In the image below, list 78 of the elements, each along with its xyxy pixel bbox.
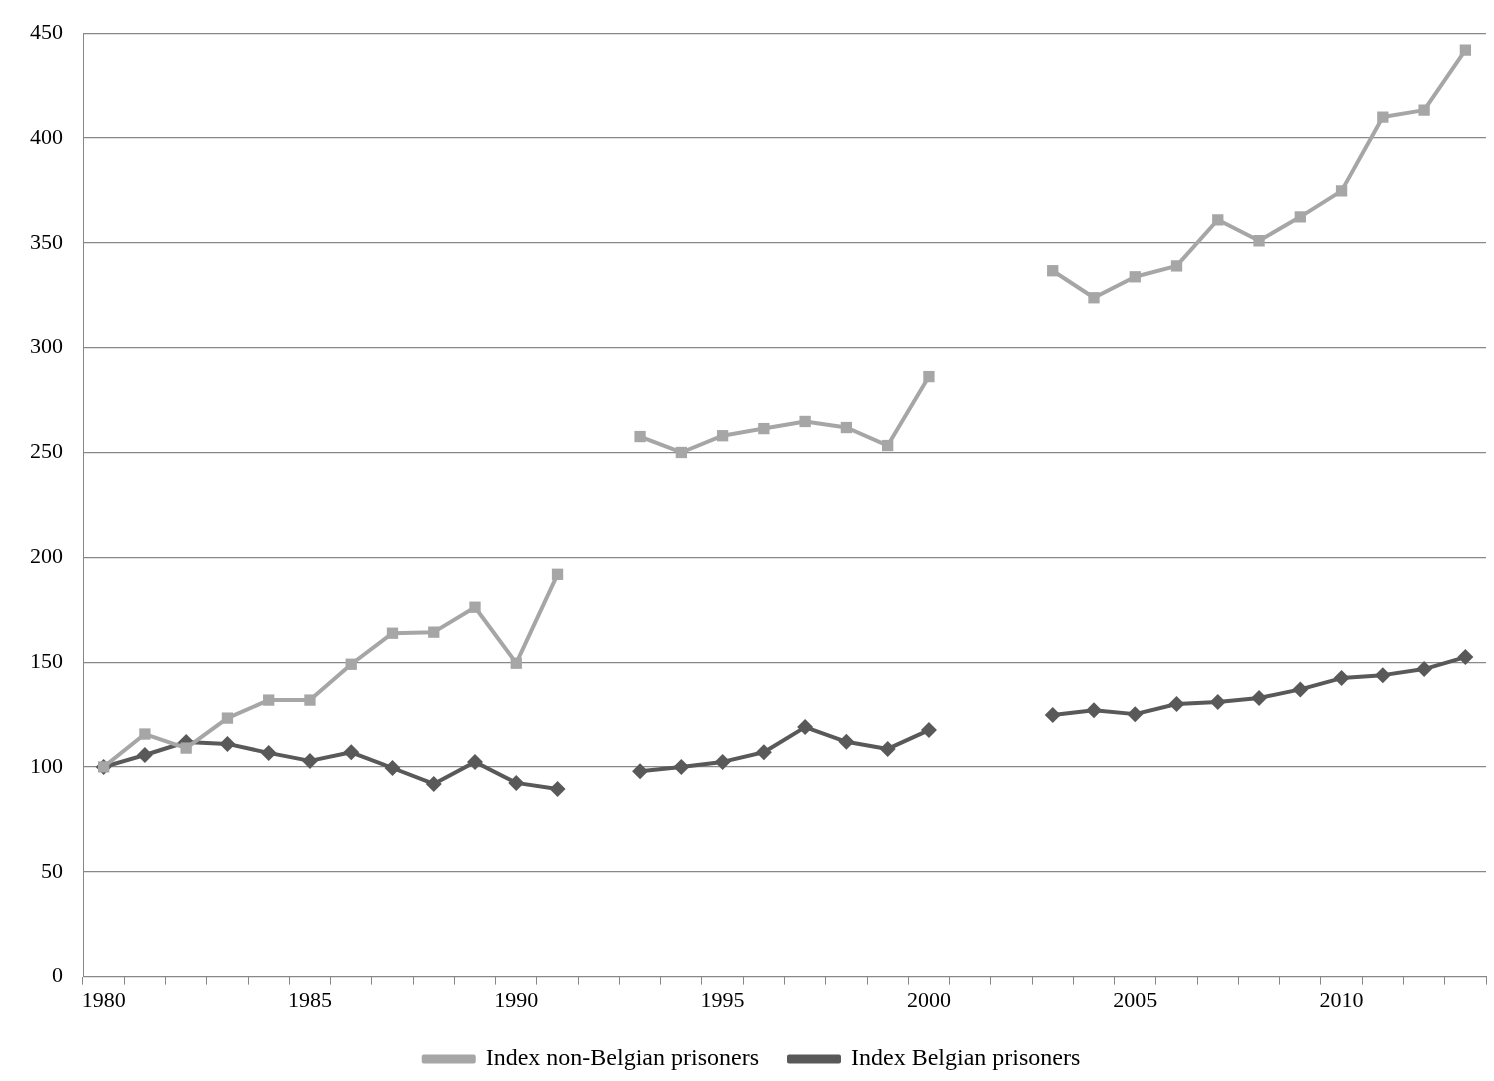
point <box>1457 649 1474 666</box>
point <box>1251 689 1268 706</box>
point <box>716 430 729 442</box>
point <box>1088 292 1100 304</box>
y-tick-label: 400 <box>30 123 63 149</box>
point <box>219 735 236 752</box>
x-tick-label: 2005 <box>1113 986 1158 1012</box>
point <box>882 439 894 452</box>
point <box>180 742 192 754</box>
point <box>343 744 360 761</box>
point <box>260 744 277 761</box>
point <box>714 753 731 770</box>
x-tick-label: 1980 <box>81 986 126 1012</box>
y-tick-label: 150 <box>30 647 63 673</box>
point <box>1047 265 1059 277</box>
point <box>838 733 855 750</box>
point <box>301 752 318 769</box>
point <box>1127 706 1144 723</box>
point <box>632 763 649 780</box>
y-tick-label: 200 <box>30 543 63 569</box>
y-tick-label: 350 <box>30 228 63 254</box>
point <box>673 758 690 775</box>
y-tick-label: 300 <box>30 333 63 359</box>
point <box>428 626 440 638</box>
point <box>1085 702 1102 719</box>
y-tick-label: 0 <box>52 962 63 988</box>
x-tick-label: 1990 <box>494 986 539 1012</box>
legend-label: Index Belgian prisoners <box>851 1044 1081 1071</box>
point <box>758 422 770 435</box>
point <box>1212 214 1224 226</box>
y-tick-label: 450 <box>30 18 63 44</box>
point <box>510 657 522 669</box>
point <box>1416 661 1433 678</box>
point <box>1129 271 1141 283</box>
x-tick-label: 1995 <box>700 986 745 1012</box>
y-tick-label: 250 <box>30 438 63 464</box>
point <box>1292 681 1309 698</box>
point <box>840 421 853 434</box>
point <box>425 775 442 792</box>
legend-label: Index non-Belgian prisoners <box>485 1044 760 1071</box>
point <box>1170 260 1183 272</box>
point <box>221 712 234 724</box>
point <box>549 780 566 797</box>
point <box>386 627 399 639</box>
point <box>923 370 935 383</box>
point <box>920 722 937 739</box>
point <box>136 747 153 764</box>
point <box>1168 696 1185 713</box>
point <box>551 568 564 580</box>
y-tick-label: 100 <box>30 752 63 778</box>
point <box>799 415 811 428</box>
point <box>304 694 316 706</box>
point <box>508 774 525 791</box>
point <box>1209 693 1226 710</box>
point <box>755 744 772 761</box>
point <box>1374 667 1391 684</box>
point <box>467 753 484 770</box>
point <box>1044 706 1061 723</box>
x-tick-label: 2000 <box>906 986 951 1012</box>
point <box>634 430 646 443</box>
point <box>1418 104 1430 116</box>
y-tick-label: 50 <box>41 857 63 883</box>
point <box>1459 44 1472 56</box>
point <box>675 446 687 459</box>
point <box>879 740 896 757</box>
point <box>345 658 357 670</box>
x-tick-label: 1985 <box>287 986 332 1012</box>
point <box>1377 111 1389 123</box>
point <box>139 728 151 740</box>
point <box>1335 185 1348 197</box>
point <box>1294 211 1306 223</box>
point <box>384 760 401 776</box>
point <box>1253 235 1265 247</box>
x-tick-label: 2010 <box>1319 986 1364 1012</box>
point <box>1333 670 1350 687</box>
point <box>797 719 814 736</box>
point <box>469 601 481 613</box>
point <box>263 694 275 706</box>
